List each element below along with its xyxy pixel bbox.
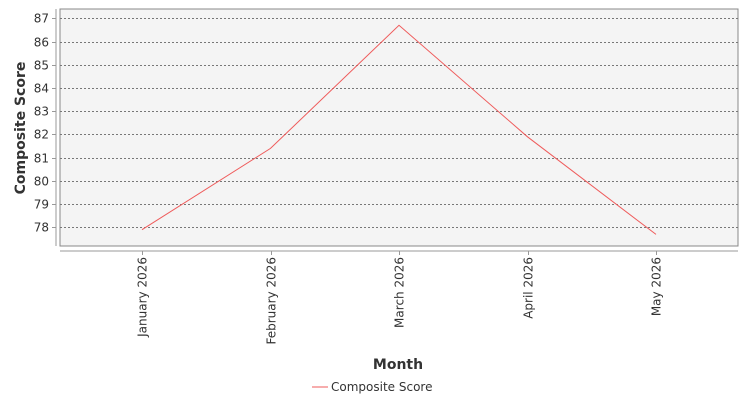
series-layer: [141, 24, 657, 235]
x-tick-label: May 2026: [650, 257, 664, 316]
y-tick-label: 78: [34, 221, 49, 235]
y-tick-label: 83: [34, 105, 49, 119]
x-axis: January 2026 February 2026 March 2026 April…: [60, 250, 738, 345]
y-tick-label: 87: [34, 12, 49, 26]
y-tick-label: 81: [34, 152, 49, 166]
series-line: [141, 24, 657, 235]
data-point: [141, 229, 143, 231]
data-point: [270, 147, 272, 149]
x-tick-label: April 2026: [522, 257, 536, 319]
y-tick-label: 82: [34, 128, 49, 142]
gridlines: [60, 18, 738, 228]
plot-background: [59, 8, 739, 247]
x-tick-label: January 2026: [136, 257, 150, 338]
y-tick-label: 85: [34, 59, 49, 73]
x-tick-label: February 2026: [265, 257, 279, 345]
y-tick-label: 79: [34, 198, 49, 212]
x-tick-label: March 2026: [393, 257, 407, 328]
x-axis-title: Month: [373, 357, 423, 373]
data-point: [398, 24, 400, 26]
legend-label: Composite Score: [331, 380, 432, 394]
data-point: [655, 233, 657, 235]
y-axis: 78 79 80 81 82 83 84 85 86 87: [34, 9, 57, 246]
y-tick-label: 84: [34, 82, 49, 96]
y-axis-title: Composite Score: [13, 62, 29, 195]
data-point: [527, 136, 529, 138]
y-tick-label: 86: [34, 36, 49, 50]
y-tick-label: 80: [34, 175, 49, 189]
legend: Composite Score: [312, 380, 432, 394]
